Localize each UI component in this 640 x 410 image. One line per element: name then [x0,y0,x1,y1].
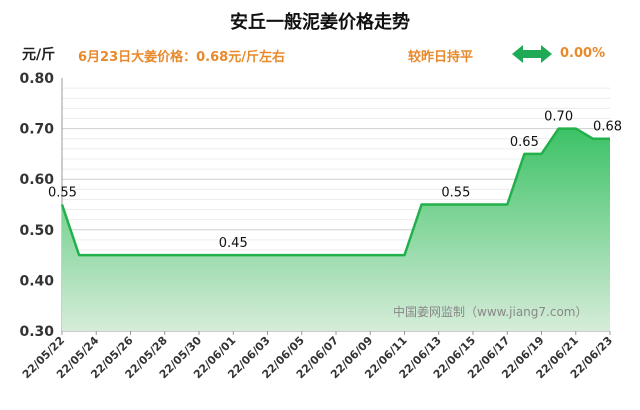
data-label: 0.55 [48,186,77,201]
data-label: 0.65 [510,135,539,150]
y-tick-label: 0.80 [19,71,54,87]
chart-title: 安丘一般泥姜价格走势 [230,12,410,33]
y-tick-label: 0.40 [19,273,54,289]
compare-value: 0.00% [560,46,606,61]
y-tick-label: 0.70 [19,122,54,138]
compare-label: 较昨日持平 [408,50,474,65]
area-fill [62,128,610,331]
double-arrow-icon [512,45,552,63]
data-label: 0.68 [593,120,622,135]
y-tick-label: 0.30 [19,324,54,340]
price-summary: 6月23日大姜价格：0.68元/斤左右 [78,50,285,65]
data-labels: 0.55 0.45 0.55 0.65 0.70 0.68 [48,110,622,252]
y-tick-labels: 0.30 0.40 0.50 0.60 0.70 0.80 [19,71,54,340]
area-series [60,127,610,331]
x-tick-labels: 22/05/2222/05/2422/05/2622/05/2822/05/30… [20,334,615,382]
series-line [60,127,610,257]
watermark: 中国姜网监制（www.jiang7.com） [393,304,587,319]
data-label: 0.55 [441,186,470,201]
y-tick-label: 0.60 [19,172,54,188]
data-label: 0.70 [544,110,573,125]
y-axis-unit: 元/斤 [22,47,56,63]
data-label: 0.45 [219,236,248,251]
y-tick-label: 0.50 [19,223,54,239]
